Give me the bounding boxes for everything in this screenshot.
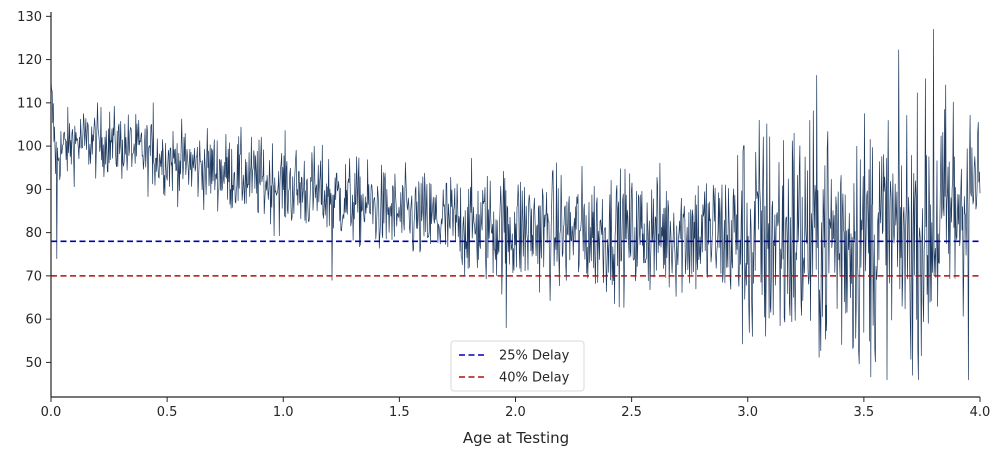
- x-tick-label: 3.5: [854, 405, 875, 420]
- x-tick-label: 3.0: [737, 405, 758, 420]
- legend-label-2: 40% Delay: [499, 371, 570, 386]
- legend-box: [450, 340, 585, 392]
- x-tick-label: 4.0: [970, 405, 991, 420]
- y-tick-label: 120: [17, 53, 42, 68]
- x-tick-label: 2.0: [505, 405, 526, 420]
- y-tick-label: 100: [17, 140, 42, 155]
- legend: 25% Delay 40% Delay: [450, 340, 585, 392]
- legend-label-1: 25% Delay: [499, 349, 570, 364]
- y-tick-label: 110: [17, 96, 42, 111]
- x-tick-label: 2.5: [621, 405, 642, 420]
- y-tick-label: 80: [25, 226, 42, 241]
- x-tick-label: 1.0: [273, 405, 294, 420]
- x-tick-label: 0.5: [157, 405, 178, 420]
- y-tick-label: 130: [17, 10, 42, 25]
- y-tick-label: 90: [25, 183, 42, 198]
- series-line-main: [50, 28, 981, 381]
- x-axis-title: Age at Testing: [463, 429, 569, 447]
- y-tick-label: 60: [25, 313, 42, 328]
- y-tick-label: 70: [25, 269, 42, 284]
- x-tick-label: 0.0: [41, 405, 62, 420]
- y-tick-label: 50: [25, 356, 42, 371]
- x-tick-label: 1.5: [389, 405, 410, 420]
